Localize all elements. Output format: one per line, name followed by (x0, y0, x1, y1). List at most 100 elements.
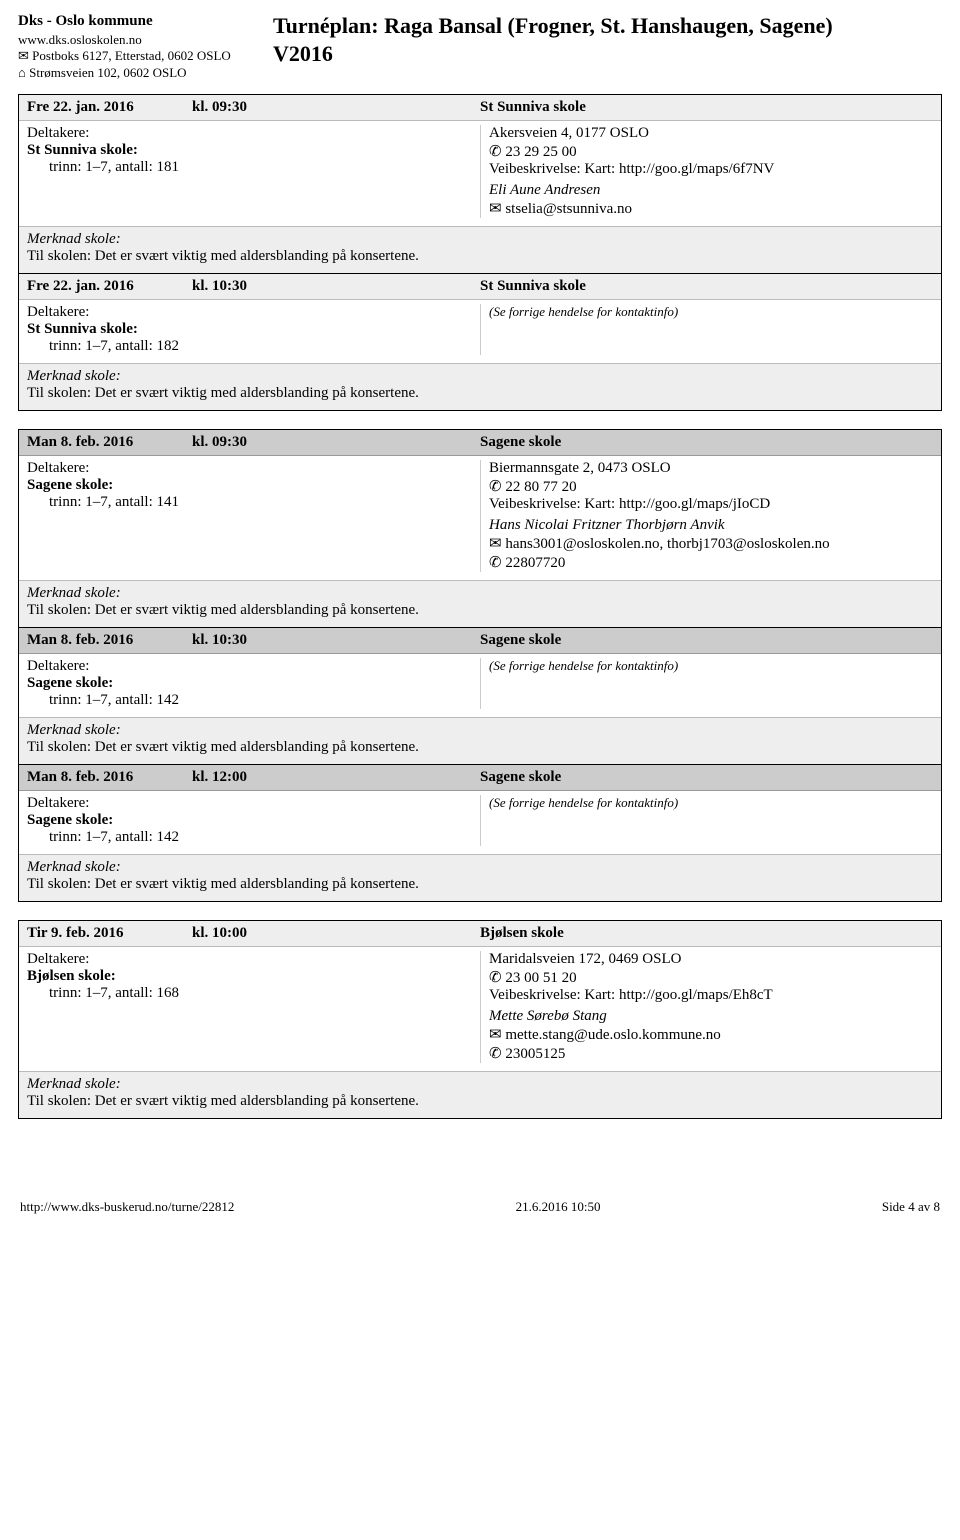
note-box: Merknad skole:Til skolen: Det er svært v… (19, 363, 941, 410)
event-contact: (Se forrige hendelse for kontaktinfo) (480, 304, 933, 355)
event-date: Fre 22. jan. 2016 (27, 278, 192, 295)
see-previous-note: (Se forrige hendelse for kontaktinfo) (489, 304, 933, 320)
school-label: Sagene skole: (27, 477, 480, 494)
event-venue: Sagene skole (480, 769, 933, 786)
contact-phone2-line: ✆ 23005125 (489, 1044, 933, 1063)
mail-icon: ✉ (489, 535, 502, 552)
note-box: Merknad skole:Til skolen: Det er svært v… (19, 854, 941, 901)
grades: trinn: 1–7, antall: 168 (27, 985, 480, 1002)
event-header: Man 8. feb. 2016kl. 09:30Sagene skole (19, 430, 941, 456)
school-label: Sagene skole: (27, 675, 480, 692)
participants-label: Deltakere: (27, 951, 480, 968)
event-body: Deltakere:St Sunniva skole:trinn: 1–7, a… (19, 121, 941, 226)
note-label: Merknad skole: (27, 368, 933, 385)
note-text: Til skolen: Det er svært viktig med alde… (27, 739, 933, 756)
event-time: kl. 09:30 (192, 434, 480, 451)
event-contact: Akersveien 4, 0177 OSLO✆ 23 29 25 00Veib… (480, 125, 933, 218)
org-postbox: Postboks 6127, Etterstad, 0602 OSLO (32, 48, 231, 63)
event: Man 8. feb. 2016kl. 09:30Sagene skole Del… (19, 430, 941, 627)
contact-directions: Veibeskrivelse: Kart: http://goo.gl/maps… (489, 987, 933, 1004)
note-text: Til skolen: Det er svært viktig med alde… (27, 1093, 933, 1110)
note-label: Merknad skole: (27, 859, 933, 876)
mail-icon: ✉ (18, 48, 29, 63)
org-street: Strømsveien 102, 0602 OSLO (29, 65, 186, 80)
event: Fre 22. jan. 2016kl. 09:30St Sunniva sko… (19, 95, 941, 273)
plan-title-line1: Turnéplan: Raga Bansal (Frogner, St. Han… (273, 12, 833, 40)
school-label: Sagene skole: (27, 812, 480, 829)
event-time: kl. 10:00 (192, 925, 480, 942)
event-time: kl. 12:00 (192, 769, 480, 786)
note-label: Merknad skole: (27, 231, 933, 248)
event-date: Tir 9. feb. 2016 (27, 925, 192, 942)
phone-icon: ✆ (489, 478, 502, 495)
note-text: Til skolen: Det er svært viktig med alde… (27, 602, 933, 619)
grades: trinn: 1–7, antall: 182 (27, 338, 480, 355)
event-header: Man 8. feb. 2016kl. 10:30Sagene skole (19, 628, 941, 654)
event-time: kl. 10:30 (192, 632, 480, 649)
contact-name: Mette Sørebø Stang (489, 1008, 933, 1025)
note-box: Merknad skole:Til skolen: Det er svært v… (19, 226, 941, 273)
home-icon: ⌂ (18, 65, 26, 80)
contact-email-line: ✉ stselia@stsunniva.no (489, 199, 933, 218)
event-venue: Sagene skole (480, 632, 933, 649)
event-group: Man 8. feb. 2016kl. 09:30Sagene skoleDel… (18, 429, 942, 902)
org-name: Dks - Oslo kommune (18, 12, 273, 32)
event-contact: (Se forrige hendelse for kontaktinfo) (480, 658, 933, 709)
event: Man 8. feb. 2016kl. 12:00Sagene skoleDel… (19, 764, 941, 901)
participants-label: Deltakere: (27, 658, 480, 675)
event-contact: Biermannsgate 2, 0473 OSLO✆ 22 80 77 20V… (480, 460, 933, 572)
contact-address: Akersveien 4, 0177 OSLO (489, 125, 933, 142)
grades: trinn: 1–7, antall: 141 (27, 494, 480, 511)
event-body: Deltakere:St Sunniva skole:trinn: 1–7, a… (19, 300, 941, 363)
note-text: Til skolen: Det er svært viktig med alde… (27, 385, 933, 402)
participants-label: Deltakere: (27, 795, 480, 812)
event-header: Fre 22. jan. 2016kl. 09:30St Sunniva sko… (19, 95, 941, 121)
footer-url: http://www.dks-buskerud.no/turne/22812 (20, 1199, 234, 1215)
org-block: Dks - Oslo kommune www.dks.osloskolen.no… (18, 12, 273, 82)
page-header: Dks - Oslo kommune www.dks.osloskolen.no… (18, 12, 942, 82)
phone-icon: ✆ (489, 143, 502, 160)
note-box: Merknad skole:Til skolen: Det er svært v… (19, 717, 941, 764)
event-venue: St Sunniva skole (480, 99, 933, 116)
mail-icon: ✉ (489, 200, 502, 217)
grades: trinn: 1–7, antall: 142 (27, 829, 480, 846)
event-body: Deltakere:Bjølsen skole:trinn: 1–7, anta… (19, 947, 941, 1071)
note-box: Merknad skole:Til skolen: Det er svært v… (19, 1071, 941, 1118)
event-time: kl. 10:30 (192, 278, 480, 295)
event-body: Deltakere:Sagene skole:trinn: 1–7, antal… (19, 654, 941, 717)
event-date: Man 8. feb. 2016 (27, 632, 192, 649)
plan-title-line2: V2016 (273, 40, 833, 68)
contact-phone-line: ✆ 22 80 77 20 (489, 477, 933, 496)
event-header: Man 8. feb. 2016kl. 12:00Sagene skole (19, 765, 941, 791)
contact-email-line: ✉ mette.stang@ude.oslo.kommune.no (489, 1025, 933, 1044)
page-footer: http://www.dks-buskerud.no/turne/22812 2… (18, 1199, 942, 1215)
event-group: Fre 22. jan. 2016kl. 09:30St Sunniva sko… (18, 94, 942, 411)
event-participants: Deltakere:Bjølsen skole:trinn: 1–7, anta… (27, 951, 480, 1063)
plan-title: Turnéplan: Raga Bansal (Frogner, St. Han… (273, 12, 833, 82)
org-url: www.dks.osloskolen.no (18, 32, 273, 49)
event-contact: (Se forrige hendelse for kontaktinfo) (480, 795, 933, 846)
event-venue: St Sunniva skole (480, 278, 933, 295)
contact-phone-line: ✆ 23 00 51 20 (489, 968, 933, 987)
note-label: Merknad skole: (27, 1076, 933, 1093)
event-group: Tir 9. feb. 2016kl. 10:00Bjølsen skoleDe… (18, 920, 942, 1119)
participants-label: Deltakere: (27, 125, 480, 142)
event-participants: Deltakere:St Sunniva skole:trinn: 1–7, a… (27, 304, 480, 355)
contact-phone2-line: ✆ 22807720 (489, 553, 933, 572)
event-participants: Deltakere:Sagene skole:trinn: 1–7, antal… (27, 460, 480, 572)
footer-page: Side 4 av 8 (882, 1199, 940, 1215)
event-participants: Deltakere:Sagene skole:trinn: 1–7, antal… (27, 658, 480, 709)
footer-timestamp: 21.6.2016 10:50 (516, 1199, 601, 1215)
note-text: Til skolen: Det er svært viktig med alde… (27, 248, 933, 265)
org-postbox-line: ✉ Postboks 6127, Etterstad, 0602 OSLO (18, 48, 273, 65)
contact-phone-line: ✆ 23 29 25 00 (489, 142, 933, 161)
event-participants: Deltakere:St Sunniva skole:trinn: 1–7, a… (27, 125, 480, 218)
contact-address: Maridalsveien 172, 0469 OSLO (489, 951, 933, 968)
note-label: Merknad skole: (27, 585, 933, 602)
event-header: Fre 22. jan. 2016kl. 10:30St Sunniva sko… (19, 274, 941, 300)
event-venue: Bjølsen skole (480, 925, 933, 942)
grades: trinn: 1–7, antall: 142 (27, 692, 480, 709)
event-date: Man 8. feb. 2016 (27, 769, 192, 786)
event-date: Man 8. feb. 2016 (27, 434, 192, 451)
school-label: Bjølsen skole: (27, 968, 480, 985)
